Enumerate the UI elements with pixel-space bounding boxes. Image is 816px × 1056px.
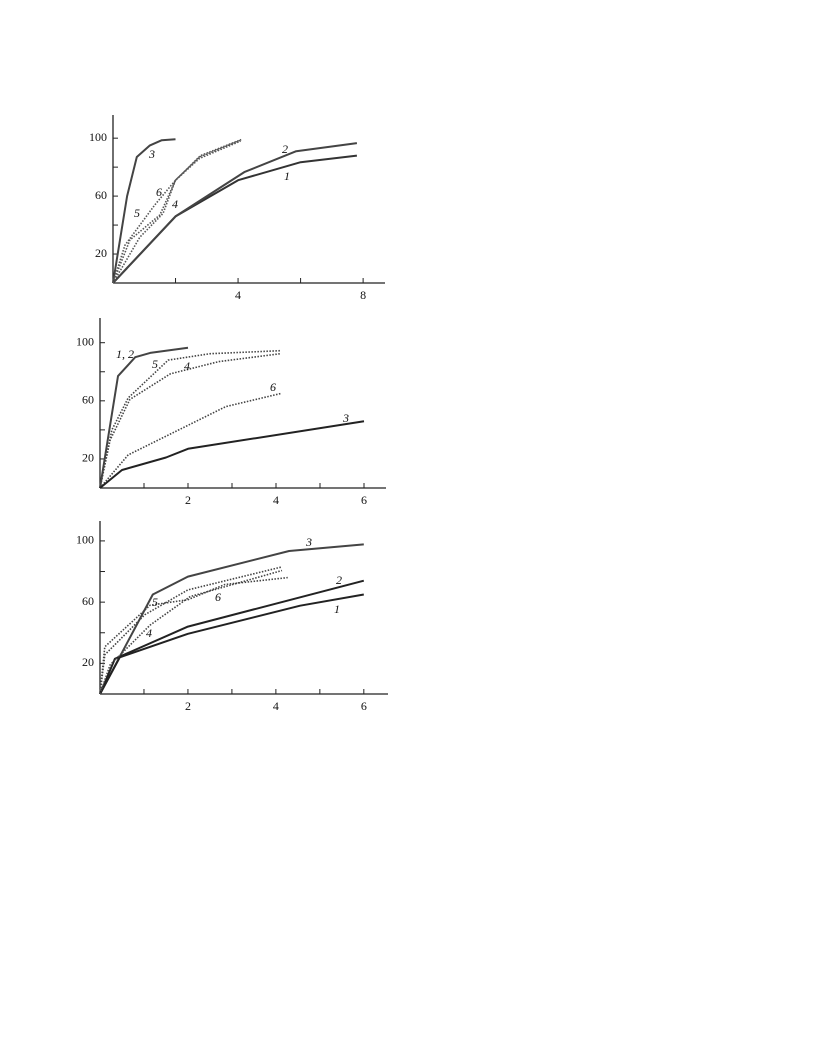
series-line (112, 138, 176, 284)
chart: 2 4 6 20 60 100 3 2 1 5 4 6 (76, 521, 388, 713)
series-line (99, 346, 189, 489)
x-tick-label: 2 (185, 493, 191, 507)
series-label: 3 (342, 411, 349, 425)
chart: 2 4 6 20 60 100 1, 2 5 4 6 3 (76, 318, 386, 507)
series-label: 6 (215, 590, 221, 604)
y-tick-label: 20 (95, 246, 107, 260)
y-tick-label: 60 (95, 188, 107, 202)
series-label: 2 (336, 573, 342, 587)
series-line (99, 349, 281, 489)
series-label: 5 (134, 206, 140, 220)
series-label: 6 (270, 380, 276, 394)
series-label: 4 (184, 359, 190, 373)
series-line (99, 566, 283, 695)
series-label: 1, 2 (116, 347, 134, 361)
series-line (99, 569, 283, 695)
series-label: 4 (146, 626, 152, 640)
series-line (112, 142, 358, 284)
y-tick-label: 100 (76, 533, 94, 547)
x-tick-label: 4 (273, 493, 279, 507)
chart: 4 8 20 60 100 3 1 2 6 5 4 (89, 115, 385, 302)
series-line (99, 579, 365, 695)
x-tick-label: 6 (361, 493, 367, 507)
series-label: 6 (156, 185, 162, 199)
series-line (99, 392, 281, 489)
series-label: 1 (334, 602, 340, 616)
y-tick-label: 60 (82, 594, 94, 608)
x-tick-label: 8 (360, 288, 366, 302)
x-tick-label: 6 (361, 699, 367, 713)
series-line (112, 138, 242, 284)
series-label: 2 (282, 142, 288, 156)
x-tick-label: 4 (235, 288, 241, 302)
series-line (99, 420, 365, 489)
series-label: 3 (305, 535, 312, 549)
series-label: 1 (284, 169, 290, 183)
y-tick-label: 60 (82, 393, 94, 407)
y-tick-label: 100 (89, 130, 107, 144)
x-tick-label: 4 (273, 699, 279, 713)
series-line (99, 352, 281, 489)
series-label: 4 (172, 197, 178, 211)
series-label: 3 (148, 147, 155, 161)
y-tick-label: 100 (76, 334, 94, 348)
series-line (112, 139, 241, 284)
x-tick-label: 2 (185, 699, 191, 713)
series-line (99, 576, 288, 695)
series-line (99, 543, 364, 695)
y-tick-label: 20 (82, 451, 94, 465)
series-label: 5 (152, 595, 158, 609)
series-label: 5 (152, 357, 158, 371)
series-line (99, 593, 364, 695)
y-tick-label: 20 (82, 655, 94, 669)
series-line (112, 154, 358, 284)
